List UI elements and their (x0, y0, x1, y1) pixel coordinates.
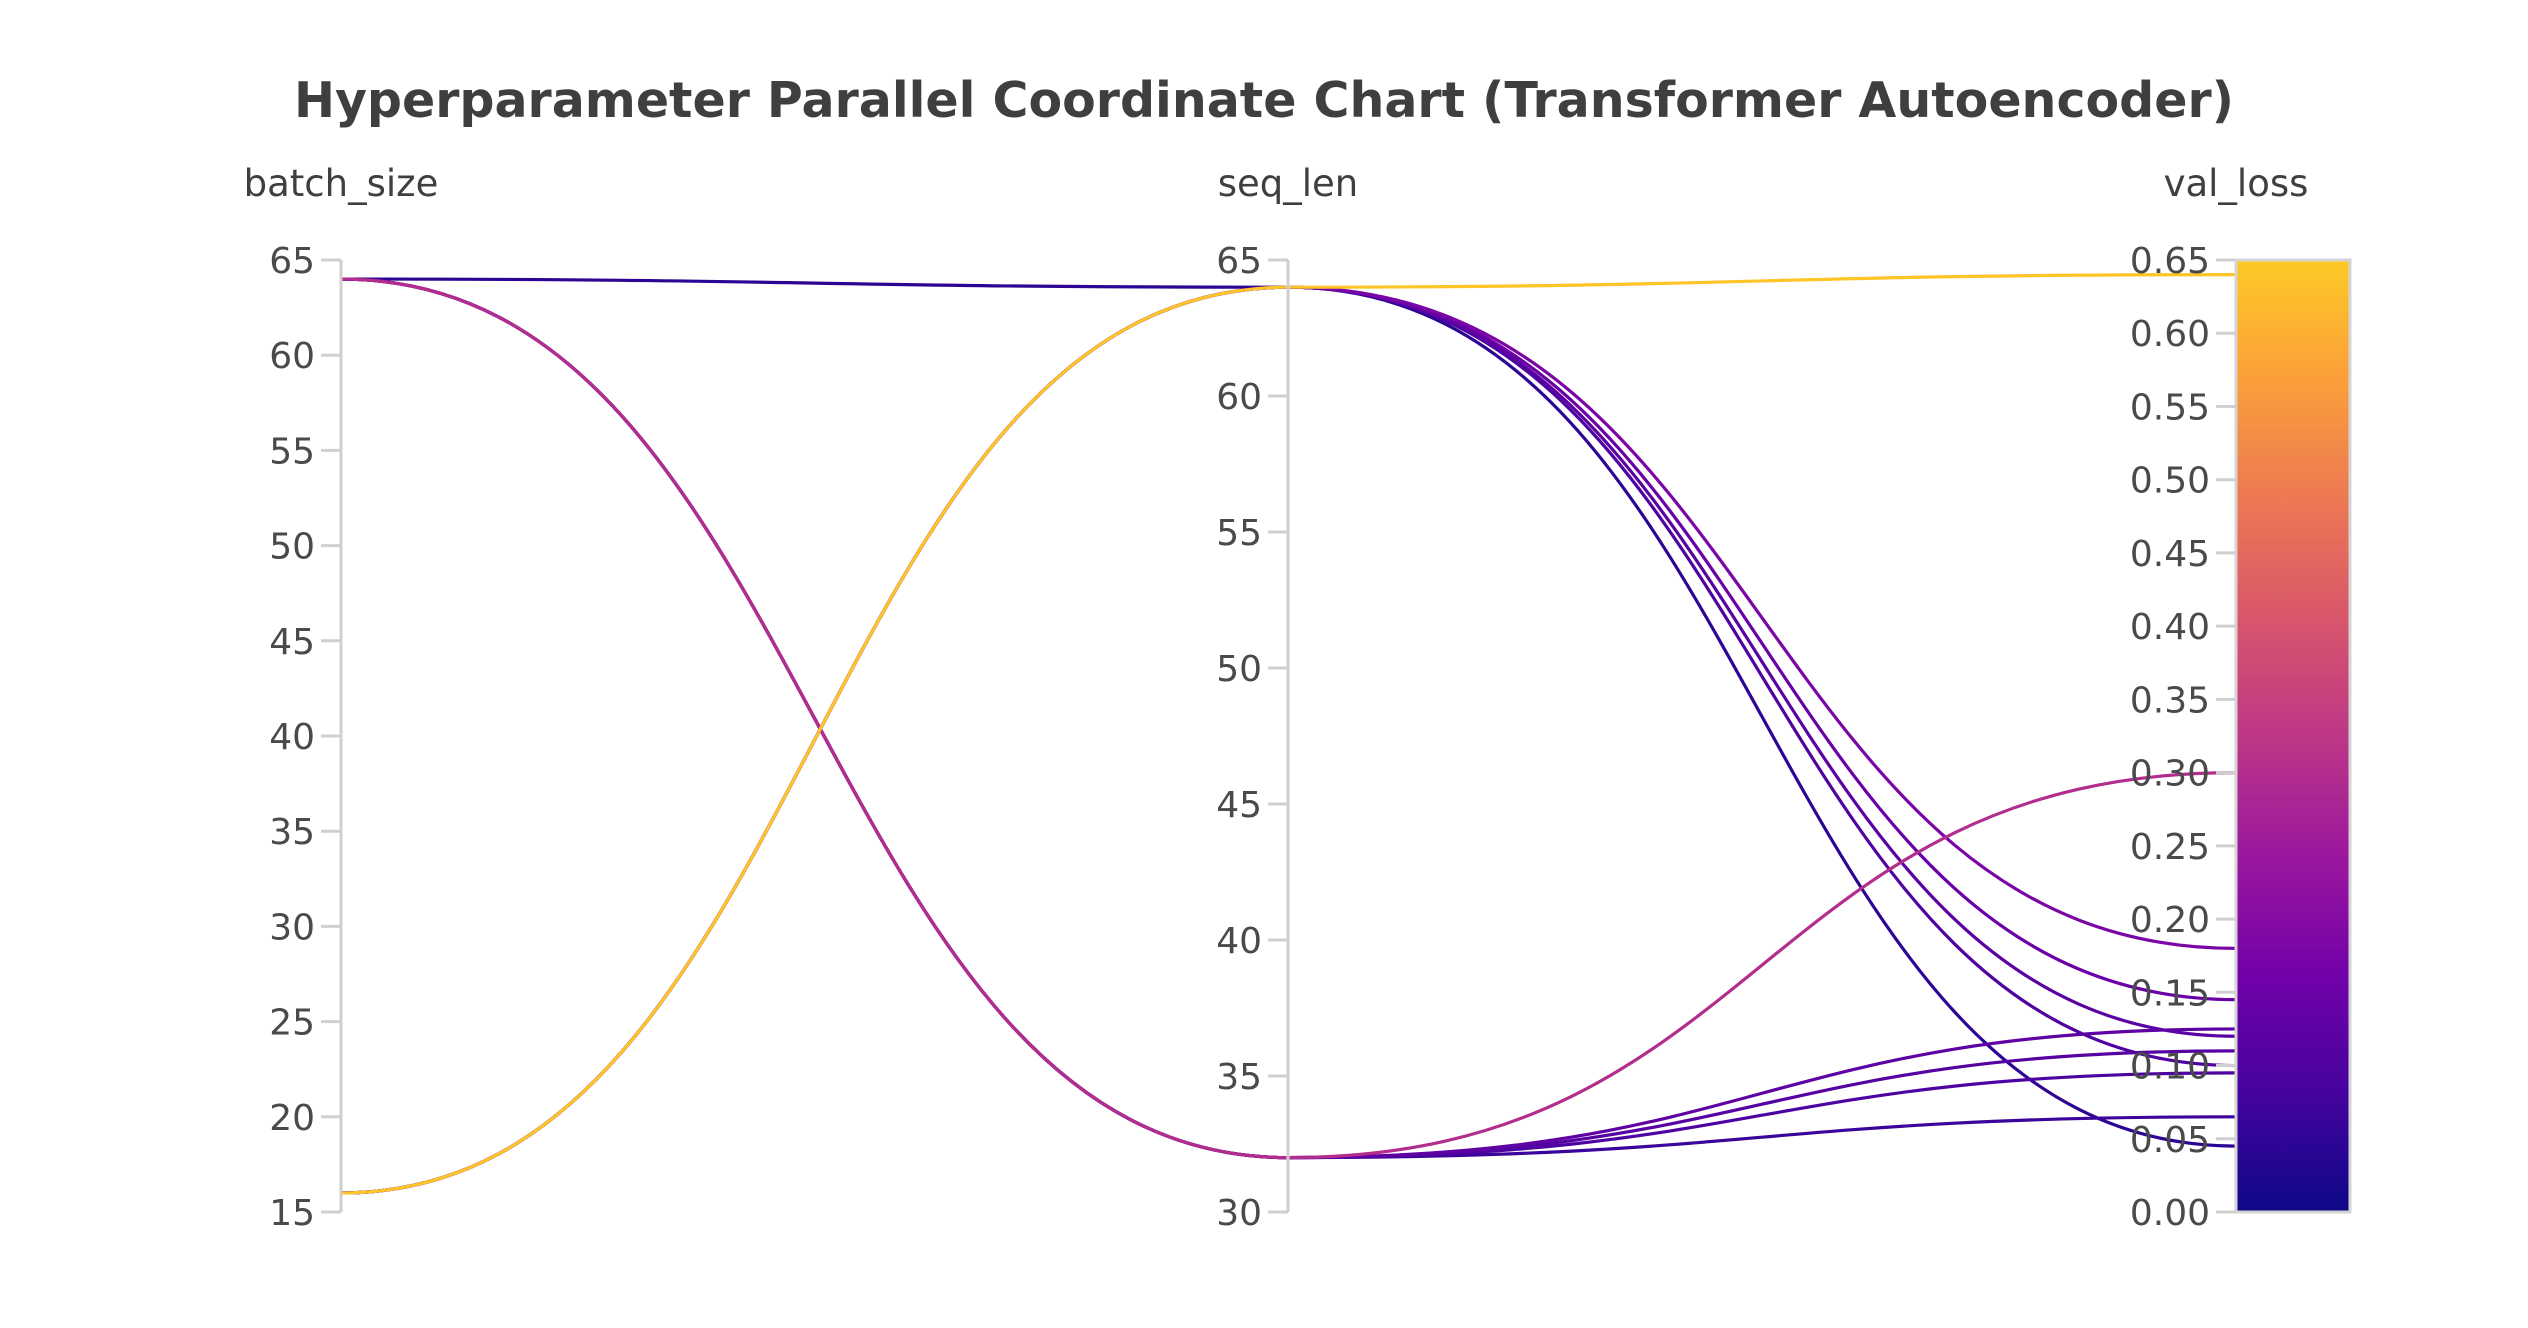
axis-val_loss: 0.00 0.05 0.10 0.15 0.20 0.25 0.30 0.35 0.40 0.45… (2130, 162, 2352, 1234)
tick-label: 20 (269, 1098, 315, 1139)
tick-label: 50 (269, 527, 315, 568)
run-line (340, 273, 2237, 1195)
axes: 15 20 25 30 35 40 45 50 55 60 65 batch_size 30 35 40 45… (244, 162, 2352, 1234)
tick-label: 0.15 (2130, 973, 2210, 1014)
tick-label: 0.30 (2130, 754, 2210, 795)
run-line (340, 277, 2237, 1160)
tick-label: 35 (1216, 1057, 1262, 1098)
tick-label: 65 (269, 241, 315, 282)
tick-label: 40 (1216, 921, 1262, 962)
axis-label: batch_size (244, 162, 439, 205)
tick-label: 55 (269, 431, 315, 472)
tick-label: 65 (1216, 241, 1262, 282)
tick-label: 0.05 (2130, 1120, 2210, 1161)
tick-label: 0.65 (2130, 241, 2210, 282)
tick-label: 60 (269, 336, 315, 377)
tick-label: 0.00 (2130, 1193, 2210, 1234)
tick-label: 0.50 (2130, 461, 2210, 502)
tick-label: 0.20 (2130, 900, 2210, 941)
tick-label: 40 (269, 717, 315, 758)
axis-label: val_loss (2164, 162, 2309, 205)
tick-label: 30 (1216, 1193, 1262, 1234)
tick-label: 0.40 (2130, 607, 2210, 648)
axis-seq_len: 30 35 40 45 50 55 60 65 seq_len (1216, 162, 1358, 1234)
tick-label: 35 (269, 812, 315, 853)
tick-label: 15 (269, 1193, 315, 1234)
tick-label: 45 (269, 622, 315, 663)
run-line (340, 277, 2237, 1148)
chart-title: Hyperparameter Parallel Coordinate Chart… (294, 72, 2234, 129)
tick-label: 0.25 (2130, 827, 2210, 868)
tick-label: 30 (269, 907, 315, 948)
tick-label: 0.55 (2130, 387, 2210, 428)
axis-label: seq_len (1218, 162, 1359, 205)
tick-label: 25 (269, 1003, 315, 1044)
axis-batch_size: 15 20 25 30 35 40 45 50 55 60 65 batch_size (244, 162, 439, 1234)
tick-label: 0.60 (2130, 314, 2210, 355)
tick-label: 0.10 (2130, 1047, 2210, 1088)
colorbar (2234, 258, 2352, 1214)
tick-label: 60 (1216, 377, 1262, 418)
tick-label: 45 (1216, 785, 1262, 826)
tick-label: 55 (1216, 513, 1262, 554)
tick-label: 50 (1216, 649, 1262, 690)
tick-label: 0.45 (2130, 534, 2210, 575)
tick-label: 0.35 (2130, 680, 2210, 721)
